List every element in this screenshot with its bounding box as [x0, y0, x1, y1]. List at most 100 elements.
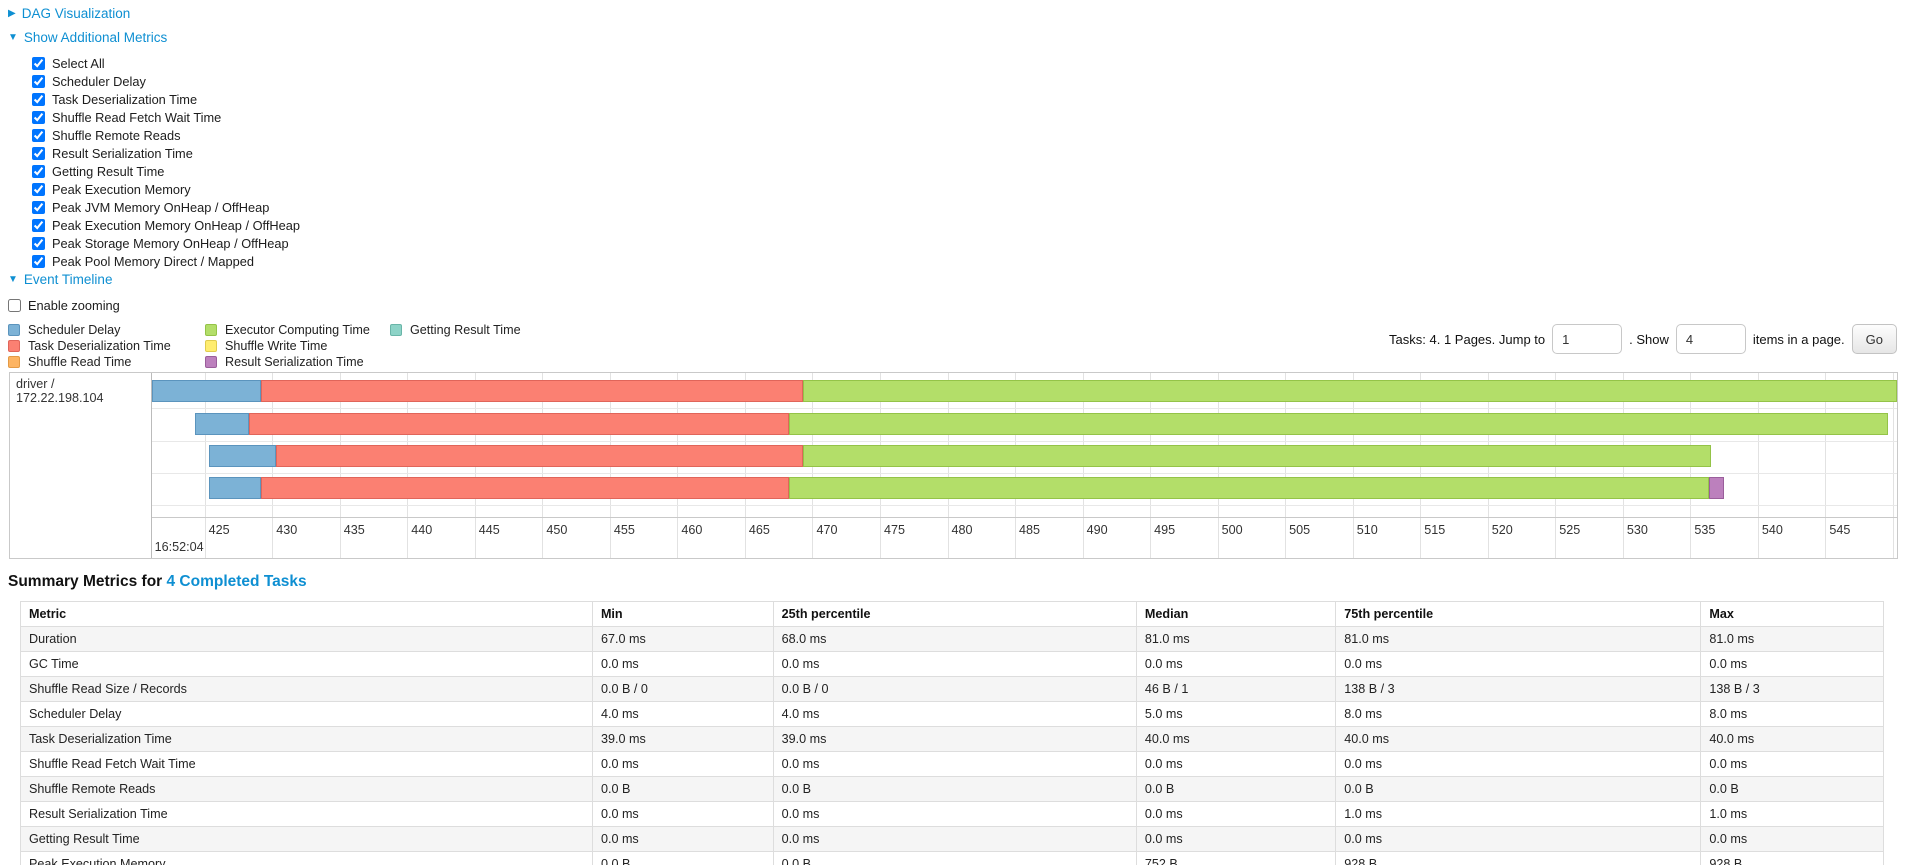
event-timeline-chart: driver / 172.22.198.104 425 430 435 440 445 4…: [9, 372, 1898, 559]
summary-value-cell: 0.0 B: [1135, 776, 1337, 802]
metric-checkbox[interactable]: [32, 74, 45, 88]
metric-checkbox-item[interactable]: Select All: [32, 54, 1907, 72]
completed-tasks-link[interactable]: 4 Completed Tasks: [166, 573, 307, 590]
legend-item-label: Executor Computing Time: [225, 323, 370, 337]
timeline-task-bar[interactable]: [152, 413, 1897, 435]
metric-checkbox-label: Peak Execution Memory OnHeap / OffHeap: [52, 217, 301, 233]
metric-checkbox[interactable]: [32, 146, 45, 160]
metric-checkbox[interactable]: [32, 92, 45, 106]
pagination-suffix-text: items in a page.: [1752, 331, 1845, 347]
event-timeline-link[interactable]: Event Timeline: [23, 272, 113, 287]
legend-item-label: Scheduler Delay: [28, 323, 121, 337]
executor-computing-swatch-icon: [205, 324, 217, 336]
timeline-segment-executor-computing[interactable]: [802, 445, 1711, 467]
metric-checkbox-item[interactable]: Peak JVM Memory OnHeap / OffHeap: [32, 198, 1907, 216]
metric-checkbox-item[interactable]: Shuffle Remote Reads: [32, 126, 1907, 144]
timeline-segment-task-deserialization[interactable]: [249, 413, 790, 435]
show-additional-metrics-link[interactable]: Show Additional Metrics: [23, 30, 168, 45]
collapsed-arrow-icon: ▶: [8, 7, 16, 19]
legend-item: Task Deserialization Time: [8, 338, 205, 354]
axis-base-time-label: 16:52:04: [154, 540, 204, 554]
summary-table-row: Duration 67.0 ms 68.0 ms 81.0 ms 81.0 ms 81.0…: [20, 626, 1884, 652]
metric-checkbox-label: Peak JVM Memory OnHeap / OffHeap: [52, 199, 270, 215]
timeline-segment-executor-computing[interactable]: [789, 413, 1888, 435]
timeline-segment-task-deserialization[interactable]: [261, 380, 803, 402]
summary-value-cell: 0.0 B: [772, 851, 1137, 865]
timeline-task-bar[interactable]: [152, 380, 1897, 402]
metric-checkbox[interactable]: [32, 218, 45, 232]
metric-checkbox[interactable]: [32, 56, 45, 70]
enable-zooming-checkbox[interactable]: [8, 298, 21, 312]
summary-value-cell: 0.0 ms: [772, 651, 1137, 677]
metric-checkbox-item[interactable]: Peak Pool Memory Direct / Mapped: [32, 252, 1907, 270]
executor-row-label: driver / 172.22.198.104: [10, 373, 152, 558]
timeline-segment-scheduler-delay[interactable]: [152, 380, 262, 402]
metric-checkbox-item[interactable]: Shuffle Read Fetch Wait Time: [32, 108, 1907, 126]
jump-to-page-input[interactable]: [1552, 324, 1623, 354]
timeline-task-bar[interactable]: [152, 445, 1897, 467]
summary-table-row: Scheduler Delay 4.0 ms 4.0 ms 5.0 ms 8.0 ms 8…: [20, 701, 1884, 727]
summary-value-cell: 0.0 ms: [1700, 751, 1884, 777]
enable-zooming-row[interactable]: Enable zooming: [8, 296, 1907, 314]
legend-item-label: Shuffle Read Time: [28, 355, 132, 369]
metric-checkbox-item[interactable]: Peak Execution Memory OnHeap / OffHeap: [32, 216, 1907, 234]
metric-checkbox[interactable]: [32, 128, 45, 142]
metric-checkbox[interactable]: [32, 182, 45, 196]
getting-result-swatch-icon: [390, 324, 402, 336]
metric-checkbox[interactable]: [32, 254, 45, 268]
summary-value-cell: 8.0 ms: [1335, 701, 1702, 727]
result-serialization-swatch-icon: [205, 356, 217, 368]
summary-value-cell: 0.0 ms: [591, 651, 774, 677]
metric-checkbox-item[interactable]: Task Deserialization Time: [32, 90, 1907, 108]
summary-value-cell: 0.0 B: [1335, 776, 1702, 802]
dag-visualization-link[interactable]: DAG Visualization: [21, 6, 131, 21]
timeline-segment-task-deserialization[interactable]: [276, 445, 803, 467]
metric-checkbox[interactable]: [32, 236, 45, 250]
legend-item-label: Result Serialization Time: [225, 355, 364, 369]
summary-value-cell: 40.0 ms: [1700, 726, 1884, 752]
metric-checkbox-item[interactable]: Getting Result Time: [32, 162, 1907, 180]
summary-value-cell: 0.0 B: [1700, 776, 1884, 802]
shuffle-write-swatch-icon: [205, 340, 217, 352]
summary-metric-cell: Shuffle Remote Reads: [20, 776, 593, 802]
summary-value-cell: 0.0 ms: [1700, 651, 1884, 677]
axis-tick-label: 530: [1626, 523, 1648, 537]
timeline-segment-scheduler-delay[interactable]: [195, 413, 250, 435]
timeline-segment-scheduler-delay[interactable]: [208, 477, 262, 499]
metric-checkbox-label: Result Serialization Time: [52, 145, 193, 161]
summary-table-row: Shuffle Read Fetch Wait Time 0.0 ms 0.0 ms…: [20, 751, 1884, 777]
summary-metric-cell: Peak Execution Memory: [20, 851, 593, 865]
legend-item-label: Getting Result Time: [410, 323, 521, 337]
show-additional-metrics-toggle[interactable]: ▼ Show Additional Metrics: [8, 30, 1907, 45]
legend-item: Result Serialization Time: [205, 354, 390, 370]
metrics-checkbox-list: Select All Scheduler Delay Task Deserializ…: [32, 54, 1907, 270]
go-button[interactable]: Go: [1851, 324, 1897, 354]
metric-checkbox[interactable]: [32, 164, 45, 178]
summary-value-cell: 81.0 ms: [1700, 626, 1884, 652]
timeline-axis: 425 430 435 440 445 450 455 460 465 470 475 480 485 4…: [10, 517, 1897, 558]
summary-metric-cell: Task Deserialization Time: [20, 726, 593, 752]
metric-checkbox[interactable]: [32, 200, 45, 214]
timeline-task-bar[interactable]: [152, 477, 1897, 499]
summary-value-cell: 928 B: [1335, 851, 1702, 865]
enable-zooming-label: Enable zooming: [28, 297, 120, 313]
summary-value-cell: 0.0 ms: [591, 826, 774, 852]
summary-value-cell: 0.0 ms: [1335, 826, 1702, 852]
timeline-segment-result-serialization[interactable]: [1709, 477, 1725, 499]
timeline-segment-executor-computing[interactable]: [789, 477, 1710, 499]
event-timeline-toggle[interactable]: ▼ Event Timeline: [8, 272, 1907, 287]
timeline-segment-scheduler-delay[interactable]: [208, 445, 277, 467]
timeline-segment-executor-computing[interactable]: [802, 380, 1897, 402]
metric-checkbox-item[interactable]: Result Serialization Time: [32, 144, 1907, 162]
metric-checkbox-item[interactable]: Peak Storage Memory OnHeap / OffHeap: [32, 234, 1907, 252]
axis-tick-label: 490: [1086, 523, 1108, 537]
metric-checkbox-item[interactable]: Peak Execution Memory: [32, 180, 1907, 198]
summary-value-cell: 0.0 B / 0: [772, 676, 1137, 702]
dag-visualization-toggle[interactable]: ▶ DAG Visualization: [8, 6, 1907, 21]
metric-checkbox[interactable]: [32, 110, 45, 124]
summary-column-header: Min: [591, 601, 774, 627]
summary-metric-cell: Scheduler Delay: [20, 701, 593, 727]
metric-checkbox-item[interactable]: Scheduler Delay: [32, 72, 1907, 90]
items-per-page-input[interactable]: [1675, 324, 1746, 354]
timeline-segment-task-deserialization[interactable]: [261, 477, 790, 499]
